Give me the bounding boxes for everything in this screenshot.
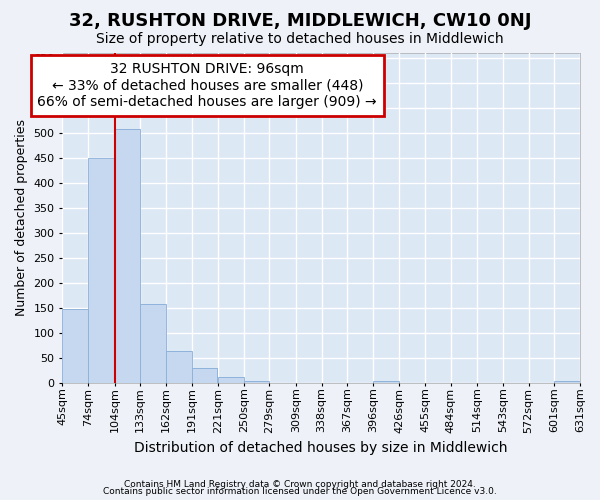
- Bar: [218, 378, 244, 384]
- Bar: [88, 158, 113, 384]
- Bar: [218, 378, 244, 384]
- Text: 32 RUSHTON DRIVE: 96sqm
← 33% of detached houses are smaller (448)
66% of semi-d: 32 RUSHTON DRIVE: 96sqm ← 33% of detache…: [37, 62, 377, 109]
- Bar: [554, 381, 580, 384]
- Bar: [62, 309, 88, 384]
- Bar: [373, 381, 398, 384]
- Bar: [115, 128, 140, 384]
- Bar: [244, 381, 269, 384]
- Bar: [62, 309, 88, 384]
- Bar: [88, 158, 113, 384]
- Bar: [140, 304, 166, 384]
- Text: Size of property relative to detached houses in Middlewich: Size of property relative to detached ho…: [96, 32, 504, 46]
- Y-axis label: Number of detached properties: Number of detached properties: [15, 120, 28, 316]
- Bar: [115, 128, 140, 384]
- Bar: [244, 381, 269, 384]
- Bar: [166, 351, 191, 384]
- Bar: [373, 381, 398, 384]
- Bar: [140, 304, 166, 384]
- Text: Contains public sector information licensed under the Open Government Licence v3: Contains public sector information licen…: [103, 487, 497, 496]
- Bar: [191, 368, 217, 384]
- Text: Contains HM Land Registry data © Crown copyright and database right 2024.: Contains HM Land Registry data © Crown c…: [124, 480, 476, 489]
- Bar: [191, 368, 217, 384]
- Bar: [166, 351, 191, 384]
- Text: 32, RUSHTON DRIVE, MIDDLEWICH, CW10 0NJ: 32, RUSHTON DRIVE, MIDDLEWICH, CW10 0NJ: [69, 12, 531, 30]
- Bar: [554, 381, 580, 384]
- X-axis label: Distribution of detached houses by size in Middlewich: Distribution of detached houses by size …: [134, 441, 508, 455]
